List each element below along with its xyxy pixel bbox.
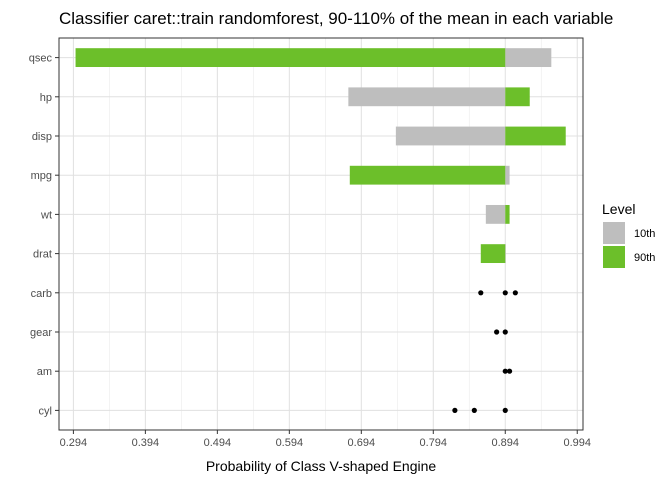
bar-drat-90th [480, 244, 506, 264]
bar-qsec-10th [505, 48, 552, 68]
bar-disp-10th [395, 126, 506, 146]
x-tick-label: 0.994 [563, 437, 591, 449]
point-cyl [471, 407, 477, 413]
point-gear [502, 329, 508, 335]
y-tick-label: disp [32, 131, 52, 143]
points [452, 290, 518, 413]
x-tick-label: 0.794 [420, 437, 448, 449]
bar-mpg-10th [505, 165, 510, 185]
bar-wt-90th [505, 204, 510, 224]
x-tick-label: 0.494 [204, 437, 232, 449]
point-cyl [502, 407, 508, 413]
plot-border [58, 37, 584, 431]
x-tick-label: 0.894 [491, 437, 519, 449]
y-tick-label: carb [31, 288, 52, 300]
x-tick-label: 0.294 [60, 437, 88, 449]
point-gear [494, 329, 500, 335]
y-tick-label: qsec [29, 53, 53, 65]
x-tick-label: 0.694 [348, 437, 376, 449]
y-tick-label: gear [30, 327, 52, 339]
y-tick-label: cyl [39, 405, 52, 417]
legend-label-10th: 10th [634, 228, 655, 240]
point-carb [512, 290, 518, 296]
x-axis: 0.294 0.394 0.494 0.594 0.694 0.794 0.894 0.994 [60, 430, 591, 449]
bar-wt-10th [485, 204, 506, 224]
point-am [502, 368, 508, 374]
point-cyl [452, 407, 458, 413]
bars [75, 48, 566, 264]
legend-key-90th [603, 246, 625, 268]
legend-key-10th [603, 222, 625, 244]
y-tick-label: hp [40, 92, 52, 104]
y-tick-label: mpg [31, 170, 52, 182]
bar-mpg-90th [349, 165, 506, 185]
legend-label-90th: 90th [634, 252, 655, 264]
bar-qsec-90th [75, 48, 506, 68]
bar-disp-90th [505, 126, 566, 146]
point-am [506, 368, 513, 374]
chart-title: Classifier caret::train randomforest, 90… [59, 9, 613, 28]
y-axis: qsec hp disp mpg wt drat carb gear am cyl [29, 53, 59, 417]
y-tick-label: drat [33, 249, 52, 261]
x-tick-label: 0.394 [132, 437, 160, 449]
y-tick-label: wt [40, 209, 52, 221]
bar-hp-90th [505, 87, 530, 107]
y-tick-label: am [37, 366, 52, 378]
bar-drat-10th [505, 244, 506, 264]
point-carb [502, 290, 508, 296]
x-axis-title: Probability of Class V-shaped Engine [206, 458, 437, 474]
point-carb [478, 290, 484, 296]
bar-hp-10th [348, 87, 506, 107]
legend: Level 10th 90th [602, 201, 655, 268]
legend-title: Level [602, 201, 635, 217]
x-tick-label: 0.594 [276, 437, 304, 449]
